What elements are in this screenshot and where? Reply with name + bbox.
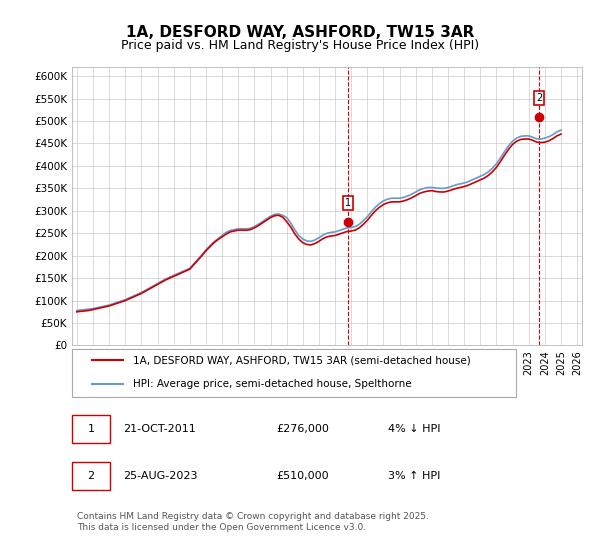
Text: HPI: Average price, semi-detached house, Spelthorne: HPI: Average price, semi-detached house,… <box>133 379 412 389</box>
Text: 25-AUG-2023: 25-AUG-2023 <box>123 471 197 481</box>
Text: 2: 2 <box>536 93 542 103</box>
Text: £276,000: £276,000 <box>276 424 329 434</box>
Text: 4% ↓ HPI: 4% ↓ HPI <box>388 424 440 434</box>
FancyBboxPatch shape <box>72 349 516 397</box>
Text: Contains HM Land Registry data © Crown copyright and database right 2025.
This d: Contains HM Land Registry data © Crown c… <box>77 512 429 532</box>
FancyBboxPatch shape <box>72 462 110 490</box>
Text: 1: 1 <box>88 424 94 434</box>
Text: 1: 1 <box>345 198 351 208</box>
FancyBboxPatch shape <box>72 415 110 443</box>
Text: 3% ↑ HPI: 3% ↑ HPI <box>388 471 440 481</box>
Text: 1A, DESFORD WAY, ASHFORD, TW15 3AR: 1A, DESFORD WAY, ASHFORD, TW15 3AR <box>126 25 474 40</box>
Text: 2: 2 <box>88 471 94 481</box>
Text: Price paid vs. HM Land Registry's House Price Index (HPI): Price paid vs. HM Land Registry's House … <box>121 39 479 52</box>
Text: £510,000: £510,000 <box>276 471 329 481</box>
Text: 1A, DESFORD WAY, ASHFORD, TW15 3AR (semi-detached house): 1A, DESFORD WAY, ASHFORD, TW15 3AR (semi… <box>133 356 471 366</box>
Text: 21-OCT-2011: 21-OCT-2011 <box>123 424 196 434</box>
